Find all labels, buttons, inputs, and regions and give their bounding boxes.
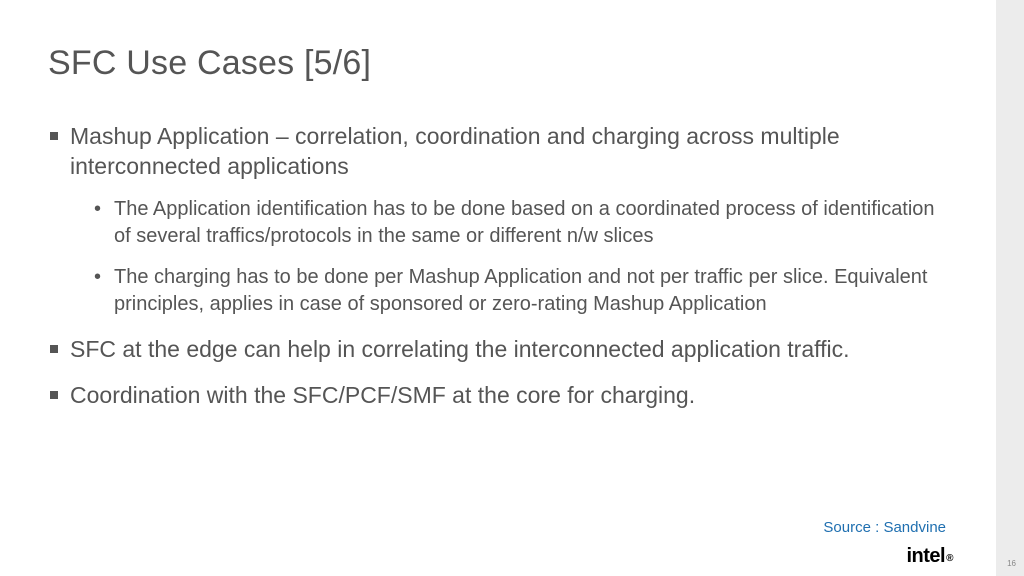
slide-body: SFC Use Cases [5/6] Mashup Application –… [0,0,996,576]
intel-logo: intel® [907,545,953,568]
bullet-text: Coordination with the SFC/PCF/SMF at the… [70,382,695,408]
logo-text: intel [907,545,946,567]
list-item: The charging has to be done per Mashup A… [92,264,948,318]
list-item: Coordination with the SFC/PCF/SMF at the… [48,380,948,410]
page-title: SFC Use Cases [5/6] [48,44,948,83]
page-number: 16 [1007,559,1016,568]
bullet-text: SFC at the edge can help in correlating … [70,336,850,362]
bullet-text: Mashup Application – correlation, coordi… [70,123,840,179]
list-item: The Application identification has to be… [92,196,948,250]
bullet-list-level1: Mashup Application – correlation, coordi… [48,121,948,410]
list-item: Mashup Application – correlation, coordi… [48,121,948,318]
slide-gutter [996,0,1024,576]
list-item: SFC at the edge can help in correlating … [48,334,948,364]
bullet-list-level2: The Application identification has to be… [70,196,948,318]
source-attribution: Source : Sandvine [823,519,946,536]
logo-dot-icon: ® [946,553,953,564]
